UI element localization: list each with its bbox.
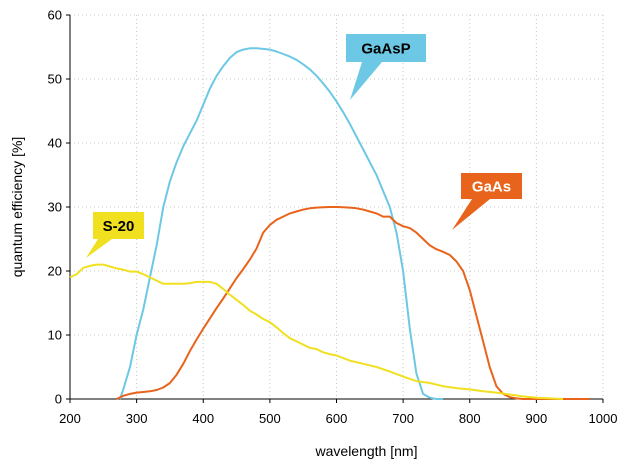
x-tick-label: 900: [526, 411, 548, 426]
y-tick-label: 60: [48, 8, 62, 23]
x-tick-label: 600: [326, 411, 348, 426]
y-tick-label: 10: [48, 328, 62, 343]
series-line-gaasp: [119, 47, 444, 400]
series-label-s20: S-20: [103, 218, 135, 235]
x-axis-title: wavelength [nm]: [315, 443, 418, 459]
x-tick-label: 300: [126, 411, 148, 426]
y-tick-label: 30: [48, 200, 62, 215]
x-tick-label: 1000: [589, 411, 618, 426]
x-tick-label: 200: [59, 411, 81, 426]
series-line-gaas: [116, 206, 590, 400]
callout-box-gaasp: [346, 34, 426, 62]
callout-pointer-gaas: [452, 199, 490, 230]
x-tick-label: 800: [459, 411, 481, 426]
series-label-gaas: GaAs: [472, 179, 511, 196]
y-tick-label: 40: [48, 136, 62, 151]
x-tick-label: 500: [259, 411, 281, 426]
callout-pointer-s20: [86, 239, 112, 258]
callout-pointer-gaasp: [350, 62, 382, 100]
callout-box-gaas: [461, 173, 522, 199]
y-tick-label: 20: [48, 264, 62, 279]
callout-box-s20: [93, 212, 144, 239]
series-line-s-20: [69, 263, 564, 400]
y-tick-label: 50: [48, 72, 62, 87]
x-tick-label: 400: [192, 411, 214, 426]
x-tick-label: 700: [392, 411, 414, 426]
y-axis-title: quantum efficiency [%]: [9, 137, 25, 278]
y-tick-label: 0: [55, 392, 62, 407]
series-label-gaasp: GaAsP: [361, 41, 410, 58]
